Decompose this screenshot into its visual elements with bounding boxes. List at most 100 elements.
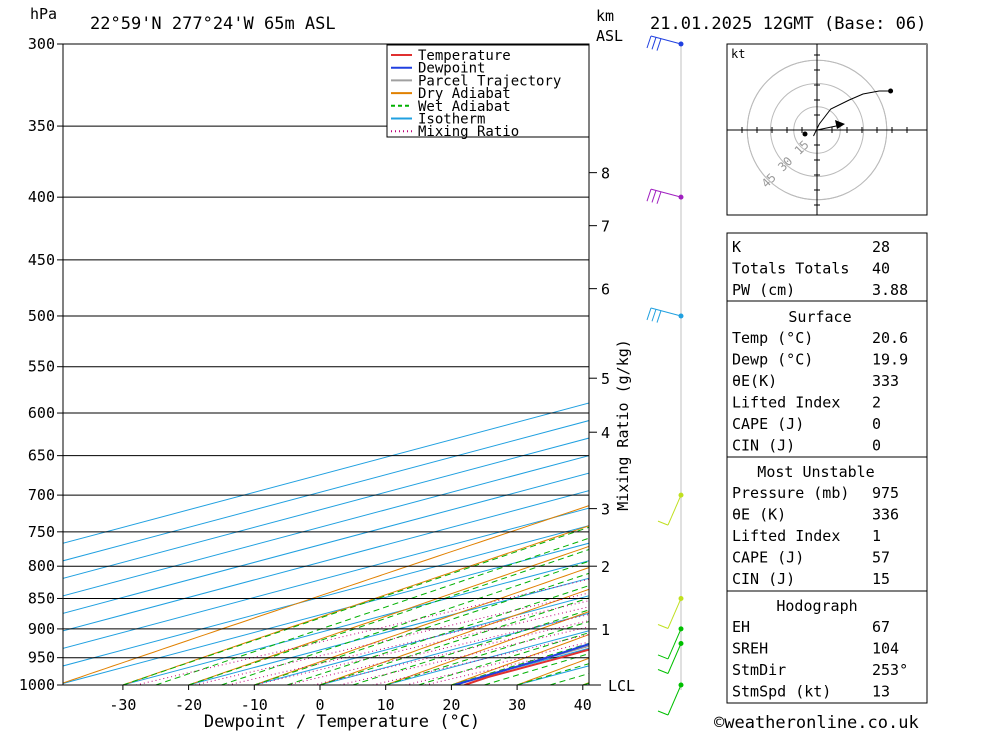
table-row-label: Dewp (°C) [732,351,813,369]
temperature-tick-label: -30 [109,696,136,714]
table-row-value: 0 [872,437,881,455]
temperature-tick-label: 40 [574,696,592,714]
mixing-ratio-line [425,646,589,685]
temperature-tick-label: 0 [315,696,324,714]
hodograph-table-title: Hodograph [776,597,857,615]
table-row-value: 13 [872,683,890,701]
storm-motion-arrowhead [835,120,845,129]
hodograph-table-box [726,590,928,704]
pressure-tick-label: 550 [28,358,55,376]
table-row-value: 19.9 [872,351,908,369]
pressure-tick-label: 800 [28,557,55,575]
height-unit-asl: ASL [596,27,623,45]
legend-label: Isotherm [418,112,485,128]
table-row-value: 3.88 [872,281,908,299]
table-row-value: 67 [872,618,890,636]
pressure-tick-label: 300 [28,35,55,53]
wind-barb [646,35,682,51]
km-tick-label: 5 [601,370,610,388]
pressure-tick-label: 750 [28,523,55,541]
temperature-tick-label: 20 [442,696,460,714]
table-row-label: CAPE (J) [732,549,804,567]
table-row-label: Totals Totals [732,260,849,278]
isotherm-line [63,507,589,649]
isotherm-line [63,525,589,667]
pressure-tick-label: 450 [28,251,55,269]
pressure-tick-label: 400 [28,188,55,206]
temperature-tick-labels: -30 -20 -10 0 10 20 30 40 [109,685,592,714]
pressure-tick-label: 1000 [19,676,55,694]
km-tick-label: 2 [601,558,610,576]
wet-adiabat-line [319,597,589,685]
km-tick-label: 7 [601,218,610,236]
pressure-tick-label: 600 [28,404,55,422]
wind-barb [657,643,682,674]
temperature-tick-label: 10 [377,696,395,714]
km-tick-label: 8 [601,165,610,183]
temperature-tick-label: -10 [241,696,268,714]
dry-adiabat-line [63,505,589,684]
table-row-value: 40 [872,260,890,278]
table-row-value: 2 [872,394,881,412]
legend-label: Parcel Trajectory [418,73,561,89]
legend-label: Mixing Ratio [418,124,519,140]
temperature-tick-label: -20 [175,696,202,714]
table-row-value: 20.6 [872,329,908,347]
isobars [63,43,589,686]
wind-barb [657,684,682,716]
isotherm-line [63,455,589,597]
table-row-value: 975 [872,484,899,502]
km-tick-label: 4 [601,424,610,442]
pressure-tick-labels: 300 350 400 450 500 550 600 650 700 750 800 850 900 9… [19,35,63,694]
legend-label: Temperature [418,48,511,64]
table-row-label: Temp (°C) [732,329,813,347]
hodograph-unit: kt [731,47,745,61]
plot-frame [62,43,590,686]
wet-adiabat-line [155,537,589,685]
table-row-value: 0 [872,415,881,433]
table-row-label: K [732,238,741,256]
isotherm-line [63,490,589,632]
table-row-label: EH [732,618,750,636]
wind-barb [646,307,682,323]
wet-adiabat-line [122,526,589,685]
pressure-tick-label: 900 [28,620,55,638]
table-row-label: StmDir [732,661,786,679]
dry-adiabat-line [188,545,589,685]
km-axis: 8 7 6 5 4 3 2 1 LCL [589,165,635,695]
pressure-tick-label: 700 [28,486,55,504]
pressure-tick-label: 950 [28,649,55,667]
wind-barb [657,494,682,526]
table-row-value: 336 [872,506,899,524]
background-lines [63,44,1000,685]
mixing-ratio-axis-label: Mixing Ratio (g/kg) [614,339,632,511]
pressure-tick-label: 650 [28,447,55,465]
x-axis-label: Dewpoint / Temperature (°C) [204,712,480,732]
most-unstable-title: Most Unstable [757,463,874,481]
table-row-label: θE(K) [732,372,777,390]
mixing-ratio-line [339,626,589,685]
height-unit: km [596,7,614,25]
wet-adiabat-line [286,585,589,685]
isotherm-line [63,472,589,614]
table-row-label: StmSpd (kt) [732,683,831,701]
hodograph-end-dot [888,88,894,94]
dry-adiabat-line [977,44,1000,685]
legend-label: Dewpoint [418,61,485,77]
mixing-ratio-line [372,633,589,685]
table-row-label: θE (K) [732,506,786,524]
temperature-tick-label: 30 [508,696,526,714]
table-row-value: 28 [872,238,890,256]
km-tick-label: 3 [601,501,610,519]
wind-barb [657,598,682,629]
legend-box [386,44,590,138]
table-row-label: SREH [732,640,768,658]
table-row-label: CIN (J) [732,437,795,455]
table-row-label: Pressure (mb) [732,484,849,502]
skew-t-chart: 12346810152025 3003504004505005506006507… [19,35,1000,732]
surface-title: Surface [788,308,851,326]
table-row-value: 333 [872,372,899,390]
table-row-label: CAPE (J) [732,415,804,433]
hodograph-table: EH 67 SREH 104 StmDir 253° StmSpd (kt) 13 [732,618,908,701]
